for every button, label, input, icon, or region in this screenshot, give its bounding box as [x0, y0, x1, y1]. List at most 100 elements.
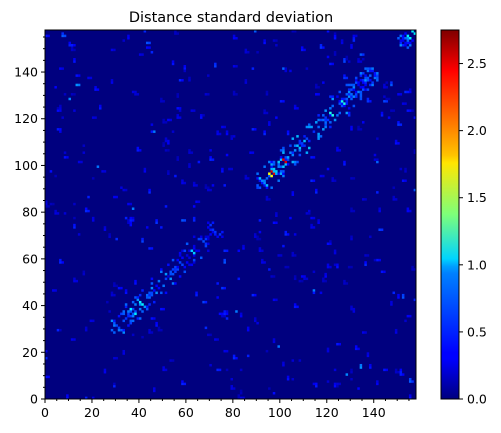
heatmap-cell	[291, 191, 295, 194]
heatmap-cell	[329, 242, 332, 246]
heatmap-cell	[359, 128, 363, 131]
heatmap-cell	[204, 184, 208, 187]
heatmap-cell	[347, 90, 351, 94]
heatmap-cell	[298, 142, 302, 145]
heatmap-cell	[211, 230, 215, 234]
heatmap-cell	[371, 67, 374, 70]
heatmap-cell	[366, 254, 370, 257]
heatmap-cell	[148, 247, 151, 250]
heatmap-cell	[113, 284, 116, 288]
heatmap-cell	[378, 207, 381, 210]
heatmap-cell	[322, 277, 325, 281]
heatmap-cell	[134, 282, 137, 285]
heatmap-cell	[145, 226, 149, 229]
heatmap-cell	[169, 118, 172, 122]
heatmap-cell	[195, 249, 198, 253]
heatmap-cell	[305, 212, 309, 215]
heatmap-cell	[176, 268, 179, 271]
heatmap-cell	[408, 37, 412, 40]
heatmap-cell	[317, 93, 320, 96]
heatmap-cell	[401, 102, 405, 105]
heatmap-cell	[160, 328, 163, 332]
heatmap-cell	[312, 156, 316, 159]
y-tick-label: 40	[22, 298, 38, 313]
heatmap-cell	[150, 282, 154, 285]
heatmap-cell	[413, 151, 417, 154]
heatmap-cell	[268, 198, 271, 201]
heatmap-cell	[96, 88, 100, 91]
heatmap-cell	[361, 86, 365, 89]
heatmap-cell	[91, 216, 95, 220]
heatmap-cell	[171, 130, 175, 133]
heatmap-cell	[307, 209, 311, 213]
heatmap-cell	[167, 118, 170, 122]
heatmap-cell	[209, 188, 212, 192]
heatmap-cell	[399, 44, 403, 47]
heatmap-cell	[359, 72, 363, 75]
heatmap-cell	[317, 221, 320, 224]
heatmap-cell	[289, 216, 292, 220]
heatmap-cell	[315, 382, 318, 386]
heatmap-cell	[373, 72, 377, 75]
heatmap-cell	[211, 228, 215, 231]
heatmap-cell	[275, 212, 278, 215]
heatmap-cell	[56, 128, 60, 131]
heatmap-cell	[376, 137, 379, 140]
heatmap-cell	[404, 32, 407, 35]
heatmap-cell	[59, 258, 62, 262]
heatmap-cell	[296, 107, 299, 110]
heatmap-cell	[326, 380, 330, 383]
heatmap-cell	[223, 310, 226, 313]
heatmap-cell	[148, 188, 151, 192]
heatmap-cell	[333, 382, 337, 386]
heatmap-cell	[268, 387, 271, 390]
heatmap-cell	[230, 387, 233, 390]
heatmap-cell	[270, 186, 273, 189]
heatmap-cell	[178, 261, 182, 264]
heatmap-cell	[160, 270, 163, 274]
heatmap-cell	[359, 95, 363, 98]
heatmap-cell	[350, 83, 353, 87]
heatmap-cell	[296, 144, 299, 147]
heatmap-cell	[244, 48, 248, 52]
heatmap-cell	[397, 123, 400, 126]
heatmap-cell	[338, 149, 342, 152]
heatmap-cell	[373, 153, 377, 157]
heatmap-cell	[176, 107, 179, 110]
heatmap-cell	[369, 67, 372, 70]
heatmap-cell	[286, 265, 290, 269]
heatmap-cell	[352, 209, 356, 213]
heatmap-cell	[272, 340, 276, 344]
heatmap-cell	[343, 97, 346, 101]
heatmap-cell	[232, 135, 236, 138]
heatmap-cell	[352, 95, 356, 98]
heatmap-cell	[275, 39, 278, 42]
heatmap-cell	[286, 130, 290, 133]
y-tick-label: 0	[30, 392, 38, 407]
heatmap-cell	[197, 249, 201, 253]
y-tick-label: 120	[14, 111, 38, 126]
heatmap-cell	[138, 53, 142, 56]
heatmap-cell	[127, 221, 130, 224]
heatmap-cell	[404, 37, 407, 40]
heatmap-cell	[164, 121, 168, 124]
heatmap-cell	[174, 268, 177, 271]
heatmap-cell	[145, 293, 149, 297]
x-tick-label: 100	[268, 405, 292, 420]
heatmap-cell	[174, 30, 177, 33]
heatmap-cell	[131, 314, 135, 318]
heatmap-cell	[157, 326, 161, 330]
heatmap-cell	[305, 125, 309, 129]
heatmap-cell	[160, 268, 163, 271]
heatmap-cell	[263, 132, 266, 136]
heatmap-cell	[359, 53, 363, 56]
heatmap-cell	[108, 233, 111, 236]
heatmap-cell	[52, 289, 55, 292]
heatmap-cell	[216, 296, 219, 299]
heatmap-cell	[359, 366, 363, 369]
heatmap-cell	[286, 158, 290, 161]
heatmap-cell	[305, 277, 309, 281]
heatmap-cell	[171, 62, 175, 66]
heatmap-cell	[336, 265, 339, 269]
